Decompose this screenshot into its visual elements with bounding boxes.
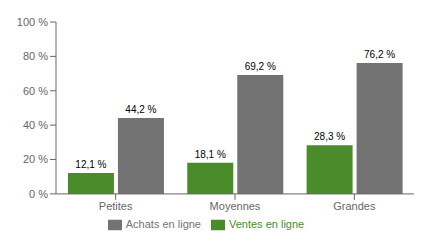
svg-text:0 %: 0 %	[29, 188, 48, 200]
html-text:Achats en ligne: Achats en ligne	[125, 217, 201, 230]
svg-text:12,1 %: 12,1 %	[75, 159, 106, 170]
svg-text:Petites: Petites	[99, 200, 133, 212]
svg-text:80 %: 80 %	[23, 50, 48, 62]
svg-text:100 %: 100 %	[17, 16, 48, 28]
svg-text:20 %: 20 %	[23, 153, 48, 165]
svg-text:60 %: 60 %	[23, 85, 48, 97]
svg-text:76,2 %: 76,2 %	[364, 49, 395, 60]
svg-text:40 %: 40 %	[23, 119, 48, 131]
svg-text:Moyennes: Moyennes	[210, 200, 261, 212]
svg-text:44,2 %: 44,2 %	[125, 104, 156, 115]
svg-text:18,1 %: 18,1 %	[195, 149, 226, 160]
svg-text:69,2 %: 69,2 %	[245, 61, 276, 72]
svg-text:28,3 %: 28,3 %	[314, 131, 345, 142]
html-text:Ventes en ligne: Ventes en ligne	[229, 217, 305, 230]
svg-text:Grandes: Grandes	[333, 200, 376, 212]
